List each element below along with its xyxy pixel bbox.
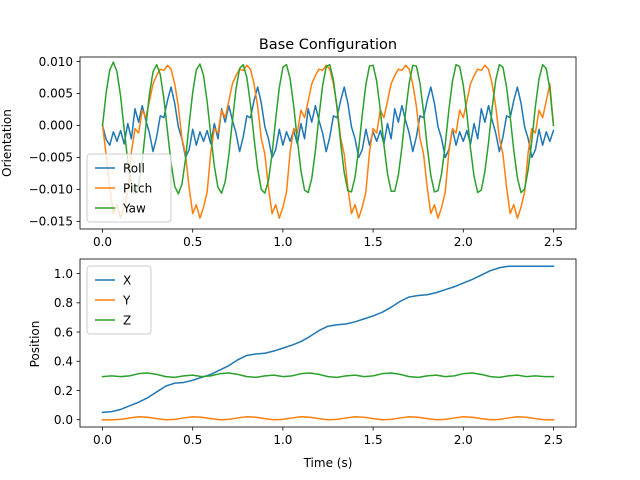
- position-x-tick-label: 0.0: [93, 433, 112, 447]
- position-series-y: [101, 416, 555, 421]
- orientation-x-tick-label: 2.5: [544, 235, 563, 249]
- orientation-series-roll: [101, 86, 555, 159]
- orientation-y-tick-label: 0.005: [39, 87, 73, 101]
- position-legend-label-z: Z: [123, 313, 131, 327]
- position-series-x: [101, 265, 555, 414]
- position-series-group: [101, 265, 555, 421]
- position-y-tick-label: 1.0: [54, 267, 73, 281]
- position-legend-label-x: X: [123, 273, 131, 287]
- orientation-y-tick-label: −0.015: [29, 215, 73, 229]
- orientation-legend-label-yaw: Yaw: [122, 201, 146, 215]
- position-x-ticks: 0.0 0.5 1.0 1.5 2.0 2.5: [93, 427, 563, 447]
- position-y-ticks: 0.0 0.2 0.4 0.6 0.8 1.0: [54, 267, 80, 427]
- orientation-x-tick-label: 0.0: [93, 235, 112, 249]
- position-y-axis-label: Position: [28, 321, 42, 368]
- orientation-series-yaw: [101, 61, 555, 195]
- orientation-legend: Roll Pitch Yaw: [86, 153, 172, 223]
- orientation-y-tick-label: 0.010: [39, 55, 73, 69]
- orientation-x-tick-label: 2.0: [454, 235, 473, 249]
- position-x-tick-label: 2.0: [454, 433, 473, 447]
- orientation-y-ticks: −0.015 −0.010 −0.005 0.000 0.005 0.010: [29, 55, 80, 229]
- orientation-legend-label-pitch: Pitch: [123, 181, 152, 195]
- position-legend: XYZ: [86, 265, 152, 335]
- position-subplot: 0.0 0.5 1.0 1.5 2.0 2.5 0.0 0.2 0.4 0.6 0.8 1.0 Po…: [28, 258, 577, 470]
- position-y-tick-label: 0.6: [54, 325, 73, 339]
- orientation-y-tick-label: −0.005: [29, 151, 73, 165]
- position-x-tick-label: 2.5: [544, 433, 563, 447]
- orientation-y-tick-label: 0.000: [39, 119, 73, 133]
- orientation-axes-frame: [79, 56, 577, 230]
- orientation-series-group: [101, 61, 555, 219]
- position-series-z: [101, 372, 555, 379]
- position-y-tick-label: 0.2: [54, 384, 73, 398]
- orientation-x-ticks: 0.0 0.5 1.0 1.5 2.0 2.5: [93, 229, 563, 249]
- orientation-x-tick-label: 1.0: [273, 235, 292, 249]
- orientation-y-tick-label: −0.010: [29, 183, 73, 197]
- position-legend-label-y: Y: [122, 293, 131, 307]
- orientation-subplot: Base Configuration 0.0 0.5 1.0 1.5 2.0 2.5 −0…: [0, 37, 577, 249]
- position-x-tick-label: 0.5: [183, 433, 202, 447]
- position-x-tick-label: 1.5: [364, 433, 383, 447]
- orientation-x-tick-label: 1.5: [364, 235, 383, 249]
- chart-title: Base Configuration: [259, 37, 397, 53]
- orientation-legend-box: [86, 153, 172, 223]
- position-legend-box: [86, 265, 152, 335]
- orientation-x-tick-label: 0.5: [183, 235, 202, 249]
- x-axis-label: Time (s): [303, 456, 353, 470]
- orientation-series-pitch: [101, 64, 555, 219]
- position-y-tick-label: 0.4: [54, 355, 73, 369]
- orientation-legend-label-roll: Roll: [123, 161, 145, 175]
- position-y-tick-label: 0.8: [54, 296, 73, 310]
- position-y-tick-label: 0.0: [54, 413, 73, 427]
- orientation-y-axis-label: Orientation: [0, 109, 14, 177]
- position-axes-frame: [79, 258, 577, 428]
- position-x-tick-label: 1.0: [273, 433, 292, 447]
